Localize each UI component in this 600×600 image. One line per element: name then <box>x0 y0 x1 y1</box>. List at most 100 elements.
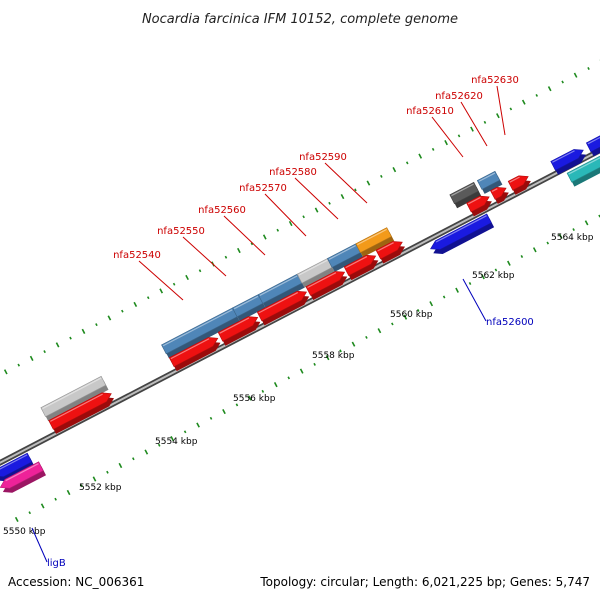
tick-mark <box>133 301 138 308</box>
tick-mark <box>455 287 459 293</box>
gene-label: nfa52550 <box>157 226 205 237</box>
tick-mark <box>520 255 524 259</box>
tick-mark <box>546 241 550 245</box>
gene-label: nfa52540 <box>113 250 161 261</box>
gene-highlight <box>162 309 233 347</box>
tick-mark <box>494 268 498 272</box>
gene-block-steelblue <box>476 170 503 194</box>
tick-mark <box>3 369 8 375</box>
gene-face <box>355 227 392 254</box>
scale-label-kbp: 5550 kbp <box>3 527 46 537</box>
gene-face <box>466 195 490 213</box>
gene-label: nfa52620 <box>435 91 483 102</box>
gene-highlight <box>5 463 39 482</box>
tick-mark <box>288 220 293 227</box>
gene-label-leader <box>462 278 487 322</box>
gene-label: ligB <box>47 558 66 569</box>
gene-label-leader <box>138 260 184 301</box>
tick-mark <box>54 497 57 501</box>
tick-mark <box>66 489 71 496</box>
tick-mark <box>444 140 448 146</box>
lower-tick-row <box>14 214 600 523</box>
tick-mark <box>314 207 319 213</box>
gene-highlight <box>491 188 498 192</box>
tick-mark <box>185 274 189 281</box>
gene-highlight <box>170 338 210 360</box>
reverse-cds-arrow <box>585 135 600 157</box>
gene-face <box>476 170 501 190</box>
tick-mark <box>276 228 280 232</box>
tick-mark <box>457 134 461 138</box>
tick-mark <box>496 113 500 119</box>
tick-mark <box>222 408 226 415</box>
tick-mark <box>157 443 161 447</box>
forward-cds-arrow <box>375 241 405 264</box>
gene-face <box>0 452 33 478</box>
tick-mark <box>377 328 382 334</box>
gene-highlight <box>509 176 520 183</box>
gene-highlight <box>298 259 328 276</box>
tick-mark <box>250 242 254 246</box>
gene-highlight <box>307 272 337 289</box>
gene-label-leader <box>431 116 464 158</box>
tick-mark <box>354 188 357 192</box>
tick-mark <box>121 309 124 313</box>
tick-mark <box>325 355 330 361</box>
gene-label: nfa52570 <box>239 183 287 194</box>
tick-mark <box>55 342 60 348</box>
tick-mark <box>509 107 513 111</box>
gene-label-leader <box>182 236 227 277</box>
gene-highlight <box>258 292 299 314</box>
gene-label-leader <box>264 193 307 237</box>
tick-mark <box>107 315 112 321</box>
gene-depth <box>308 275 348 300</box>
tick-mark <box>209 416 213 420</box>
tick-mark <box>313 362 316 366</box>
gene-face <box>550 149 584 171</box>
gene-highlight <box>587 136 600 145</box>
scale-label-kbp: 5562 kbp <box>472 271 515 281</box>
scale-label-kbp: 5554 kbp <box>155 437 198 447</box>
tick-mark <box>235 403 239 407</box>
gene-block-lightgray <box>40 375 109 422</box>
genome-summary: Topology: circular; Length: 6,021,225 bp… <box>259 575 590 589</box>
scale-label-kbp: 5564 kbp <box>551 233 594 243</box>
tick-mark <box>172 282 176 286</box>
gene-label-leader <box>324 162 368 204</box>
forward-cds-arrow <box>217 316 261 346</box>
tick-mark <box>28 511 32 515</box>
tick-mark <box>405 161 409 165</box>
map-title: Nocardia farcinica IFM 10152, complete g… <box>142 12 458 27</box>
tick-mark <box>146 296 150 300</box>
tick-mark <box>392 167 397 173</box>
gene-face <box>48 392 112 430</box>
tick-mark <box>558 233 563 239</box>
gene-face <box>256 290 308 322</box>
gene-label-leader <box>496 85 506 136</box>
tick-mark <box>481 274 485 280</box>
gene-face <box>343 254 377 277</box>
tick-mark <box>132 457 135 461</box>
gene-highlight <box>50 393 103 422</box>
tick-mark <box>144 449 149 455</box>
tick-mark <box>416 308 420 312</box>
gene-label-leader <box>223 215 266 256</box>
gene-highlight <box>552 150 575 163</box>
tick-mark <box>365 335 368 339</box>
gene-depth <box>51 397 114 434</box>
tick-mark <box>340 193 345 200</box>
tick-mark <box>262 234 267 240</box>
tick-mark <box>40 503 45 509</box>
tick-mark <box>196 422 200 428</box>
gene-label: nfa52560 <box>198 205 246 216</box>
gene-face <box>430 213 492 250</box>
tick-mark <box>17 363 21 367</box>
gene-highlight <box>568 157 600 175</box>
gene-depth <box>378 245 405 264</box>
tick-mark <box>302 215 305 219</box>
gene-face <box>0 461 44 489</box>
gene-highlight <box>328 245 356 260</box>
gene-face <box>217 316 259 342</box>
tick-mark <box>224 255 228 259</box>
tick-mark <box>80 484 83 488</box>
